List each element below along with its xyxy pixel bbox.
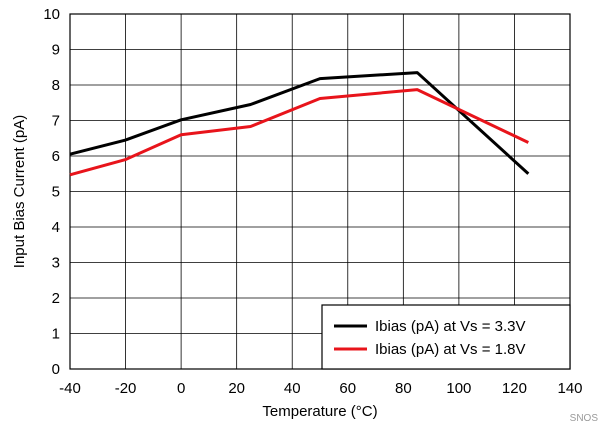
legend-label: Ibias (pA) at Vs = 1.8V [375, 341, 526, 358]
watermark: SNOS [570, 413, 599, 424]
y-tick-label: 5 [52, 184, 60, 201]
y-axis-title: Input Bias Current (pA) [11, 115, 28, 268]
series-line-1 [69, 71, 530, 175]
y-tick-label: 8 [52, 77, 60, 94]
y-tick-label: 1 [52, 326, 60, 343]
x-axis-title: Temperature (°C) [262, 403, 377, 420]
x-tick-label: 100 [446, 380, 471, 397]
plot-frame [69, 13, 571, 370]
y-tick-label: 6 [52, 148, 60, 165]
x-tick-label: -40 [59, 380, 81, 397]
x-tick-label: 140 [557, 380, 582, 397]
legend-label: Ibias (pA) at Vs = 3.3V [375, 318, 526, 335]
legend-box [321, 304, 571, 370]
x-tick-label: 0 [177, 380, 185, 397]
x-tick-labels: -40 -20 0 20 40 60 80 100 120 140 [59, 380, 582, 397]
y-tick-label: 0 [52, 361, 60, 378]
x-tick-label: 80 [395, 380, 412, 397]
x-tick-label: 60 [339, 380, 356, 397]
x-tick-label: 20 [228, 380, 245, 397]
x-tick-label: -20 [115, 380, 137, 397]
series-group [69, 71, 530, 177]
y-tick-labels: 0 1 2 3 4 5 6 7 8 9 10 [43, 6, 60, 378]
legend: Ibias (pA) at Vs = 3.3V Ibias (pA) at Vs … [321, 304, 571, 370]
y-tick-label: 10 [43, 6, 60, 23]
y-tick-label: 7 [52, 113, 60, 130]
x-tick-label: 120 [502, 380, 527, 397]
y-tick-label: 9 [52, 42, 60, 59]
y-tick-label: 2 [52, 290, 60, 307]
y-tick-label: 4 [52, 219, 60, 236]
y-tick-label: 3 [52, 255, 60, 272]
series-line-2 [69, 88, 529, 177]
x-tick-label: 40 [284, 380, 301, 397]
